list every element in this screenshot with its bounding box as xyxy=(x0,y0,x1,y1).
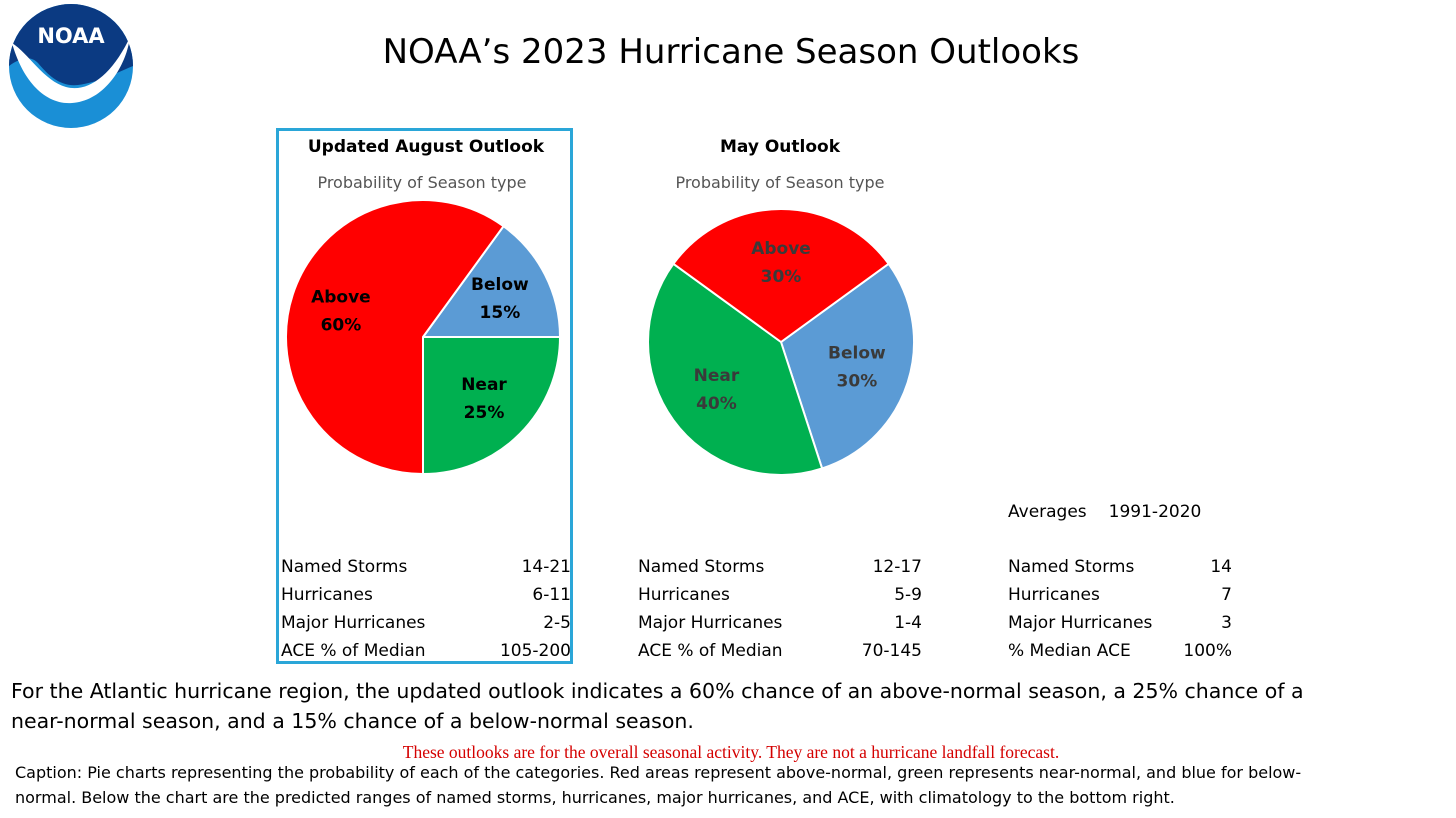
stat-label: Major Hurricanes xyxy=(1008,613,1153,633)
caption-line: Caption: Pie charts representing the pro… xyxy=(15,763,1302,782)
pie-label-below-value: 15% xyxy=(480,303,521,323)
averages-label: Averages xyxy=(1008,502,1087,522)
stat-label: ACE % of Median xyxy=(281,641,426,661)
pie-label-near-value: 25% xyxy=(464,403,505,423)
pie-label-above-value: 30% xyxy=(761,267,802,287)
stat-label: Hurricanes xyxy=(638,585,730,605)
pie-label-above-name: Above xyxy=(311,287,371,307)
pie-slice-near xyxy=(647,262,824,476)
summary-text: For the Atlantic hurricane region, the u… xyxy=(11,676,1456,736)
stat-value: 14 xyxy=(1210,557,1232,577)
averages-stats-table: Named Storms 14 Hurricanes 7 Major Hurrica… xyxy=(1008,557,1232,669)
caption: Caption: Pie charts representing the pro… xyxy=(15,760,1435,810)
pie-label-below-name: Below xyxy=(471,275,529,295)
stats-row: ACE % of Median 70-145 xyxy=(638,641,922,669)
pie-slice-below xyxy=(421,224,562,338)
stats-row: Named Storms 12-17 xyxy=(638,557,922,585)
stats-row: Named Storms 14-21 xyxy=(281,557,571,585)
summary-line: near-normal season, and a 15% chance of … xyxy=(11,709,694,733)
stats-row: Hurricanes 6-11 xyxy=(281,585,571,613)
stat-value: 14-21 xyxy=(521,557,571,577)
averages-header: Averages 1991-2020 xyxy=(1008,502,1201,522)
pie-label-below-name: Below xyxy=(828,344,886,364)
stat-label: Named Storms xyxy=(281,557,408,577)
stat-value: 1-4 xyxy=(894,613,922,633)
may-pie-chart: Below 30% Near 40% Above 30% xyxy=(647,208,915,476)
stat-value: 6-11 xyxy=(532,585,571,605)
may-stats-table: Named Storms 12-17 Hurricanes 5-9 Major Hu… xyxy=(638,557,922,669)
stat-label: Named Storms xyxy=(1008,557,1135,577)
stat-value: 100% xyxy=(1183,641,1232,661)
stats-row: Named Storms 14 xyxy=(1008,557,1232,585)
august-pie-chart: Below 15% Near 25% Above 60% xyxy=(285,199,562,476)
summary-line: For the Atlantic hurricane region, the u… xyxy=(11,679,1304,703)
august-chart-subtitle: Probability of Season type xyxy=(317,173,527,192)
pie-slice-above xyxy=(672,208,890,344)
stats-row: Major Hurricanes 2-5 xyxy=(281,613,571,641)
stat-value: 3 xyxy=(1221,613,1232,633)
pie-label-near-value: 40% xyxy=(696,394,737,414)
stat-value: 70-145 xyxy=(861,641,922,661)
stats-row: Hurricanes 7 xyxy=(1008,585,1232,613)
disclaimer: These outlooks are for the overall seaso… xyxy=(402,742,1060,762)
stat-label: Hurricanes xyxy=(281,585,373,605)
stat-label: Major Hurricanes xyxy=(638,613,783,633)
caption-line: normal. Below the chart are the predicte… xyxy=(15,788,1175,807)
pie-label-near-name: Near xyxy=(694,366,740,386)
stat-value: 5-9 xyxy=(894,585,922,605)
august-chart-title: Updated August Outlook xyxy=(307,137,545,157)
stat-label: Hurricanes xyxy=(1008,585,1100,605)
averages-years: 1991-2020 xyxy=(1108,502,1202,522)
august-stats-table: Named Storms 14-21 Hurricanes 6-11 Major H… xyxy=(281,557,571,669)
may-chart-title: May Outlook xyxy=(719,137,841,157)
noaa-logo: NOAA xyxy=(9,4,133,128)
stats-row: Hurricanes 5-9 xyxy=(638,585,922,613)
stat-label: % Median ACE xyxy=(1008,641,1131,661)
pie-slice-below xyxy=(779,262,915,470)
pie-label-near-name: Near xyxy=(461,375,507,395)
stats-row: % Median ACE 100% xyxy=(1008,641,1232,669)
stat-label: ACE % of Median xyxy=(638,641,783,661)
stat-value: 2-5 xyxy=(543,613,571,633)
stat-value: 7 xyxy=(1221,585,1232,605)
pie-label-below-value: 30% xyxy=(837,372,878,392)
logo-text: NOAA xyxy=(37,24,105,48)
pie-label-above-name: Above xyxy=(751,239,811,259)
august-outlook-highlight-box xyxy=(276,128,573,664)
pie-slice-above xyxy=(285,199,505,476)
stats-row: Major Hurricanes 1-4 xyxy=(638,613,922,641)
page-title: NOAA’s 2023 Hurricane Season Outlooks xyxy=(382,32,1080,72)
pie-label-above-value: 60% xyxy=(321,315,362,335)
stat-value: 105-200 xyxy=(499,641,571,661)
stats-row: ACE % of Median 105-200 xyxy=(281,641,571,669)
may-chart-subtitle: Probability of Season type xyxy=(675,173,885,192)
stat-label: Major Hurricanes xyxy=(281,613,426,633)
stat-value: 12-17 xyxy=(872,557,922,577)
stats-row: Major Hurricanes 3 xyxy=(1008,613,1232,641)
stat-label: Named Storms xyxy=(638,557,765,577)
pie-slice-near xyxy=(422,336,562,476)
